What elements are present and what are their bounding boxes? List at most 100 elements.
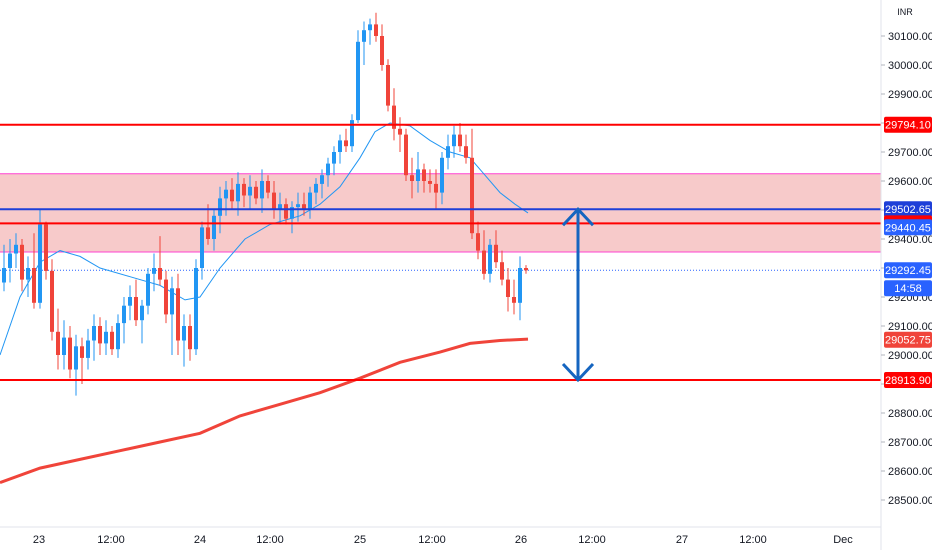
time-tick-label: 12:00 [256, 534, 284, 546]
candle-body [170, 288, 174, 315]
candle-body [230, 189, 234, 202]
countdown-box [884, 280, 932, 297]
candle-body [14, 244, 18, 254]
price-tick-label: 29600.00 [888, 176, 932, 188]
long-moving-average-line [0, 337, 529, 485]
candle-body [446, 146, 450, 158]
candle [248, 175, 252, 210]
candle [116, 314, 120, 358]
candles [2, 12, 528, 396]
candle-body [476, 233, 480, 251]
candle [332, 146, 336, 176]
ma-price-label: 29052.75 [884, 331, 932, 348]
candle-body [368, 24, 372, 31]
price-tick-label: 29400.00 [888, 234, 932, 246]
price-tick-label: 29900.00 [888, 89, 932, 101]
candle-body [314, 183, 318, 193]
candle [392, 88, 396, 141]
candle-body [434, 183, 438, 193]
candle [302, 192, 306, 216]
candle-body [92, 326, 96, 341]
candle [32, 233, 36, 309]
candle [434, 169, 438, 210]
candle [164, 270, 168, 324]
candle [98, 317, 102, 355]
moving-averages [0, 122, 529, 485]
time-tick-label: 12:00 [578, 534, 606, 546]
ma-price-label-box [884, 219, 932, 236]
candle-body [194, 268, 198, 350]
level-price-label-text: 29502.65 [885, 204, 931, 216]
candle [26, 256, 30, 297]
time-axis[interactable]: 23 12:00 24 12:00 25 12:00 26 12:00 27 12:00 Dec [33, 534, 853, 546]
candle-body [38, 224, 42, 303]
candle-body [440, 157, 444, 193]
candle [62, 320, 66, 370]
time-tick-label: 12:00 [739, 534, 767, 546]
ma-price-label-text: 29440.45 [885, 222, 931, 234]
candle [182, 314, 186, 367]
candle-body [380, 36, 384, 65]
candle [386, 59, 390, 112]
candle-body [392, 105, 396, 129]
candle [206, 204, 210, 245]
candle [290, 201, 294, 234]
candle [284, 198, 288, 225]
candle [266, 175, 270, 199]
candle-body [86, 340, 90, 358]
candle-body [284, 204, 288, 219]
candle [152, 253, 156, 292]
candle-body [302, 204, 306, 210]
candle [476, 221, 480, 260]
candle-body [122, 305, 126, 324]
candle-body [242, 183, 246, 196]
time-tick-label: 27 [676, 534, 688, 546]
candle-body [458, 134, 462, 147]
price-tick-label: 29000.00 [888, 350, 932, 362]
candle [242, 178, 246, 208]
price-tick-label: 28600.00 [888, 466, 932, 478]
price-tick-label: 29100.00 [888, 321, 932, 333]
price-tick-label: 28500.00 [888, 495, 932, 507]
candle-body [428, 181, 432, 184]
price-tick-label: 29700.00 [888, 147, 932, 159]
candle [428, 169, 432, 193]
candle [344, 128, 348, 152]
candle [326, 157, 330, 187]
candle-body [80, 346, 84, 358]
candle [494, 230, 498, 268]
candle-body [326, 163, 330, 176]
candle [56, 308, 60, 370]
candle-body [356, 41, 360, 121]
candle-body [98, 326, 102, 344]
candle-body [332, 152, 336, 164]
candle [398, 117, 402, 152]
candle [44, 221, 48, 280]
level-price-label-text: 29794.10 [885, 120, 931, 132]
candle [488, 239, 492, 283]
candle [110, 326, 114, 355]
candle-body [500, 262, 504, 280]
candle-body [254, 186, 258, 199]
currency-label: INR [897, 7, 913, 17]
candle [272, 181, 276, 219]
candle-body [56, 331, 60, 355]
candle-body [68, 337, 72, 370]
candle-body [296, 204, 300, 208]
candle [38, 210, 42, 309]
candle-body [266, 181, 270, 193]
candle [14, 233, 18, 268]
candle-body [338, 140, 342, 152]
candle [230, 178, 234, 210]
last-price-label-text: 29292.45 [885, 265, 931, 277]
candle [194, 259, 198, 355]
candle [128, 285, 132, 321]
candle [86, 328, 90, 370]
candle [260, 169, 264, 213]
horizontal-levels [0, 123, 881, 381]
candle-body [374, 24, 378, 36]
candle-body [140, 305, 144, 321]
candle-body [494, 244, 498, 263]
